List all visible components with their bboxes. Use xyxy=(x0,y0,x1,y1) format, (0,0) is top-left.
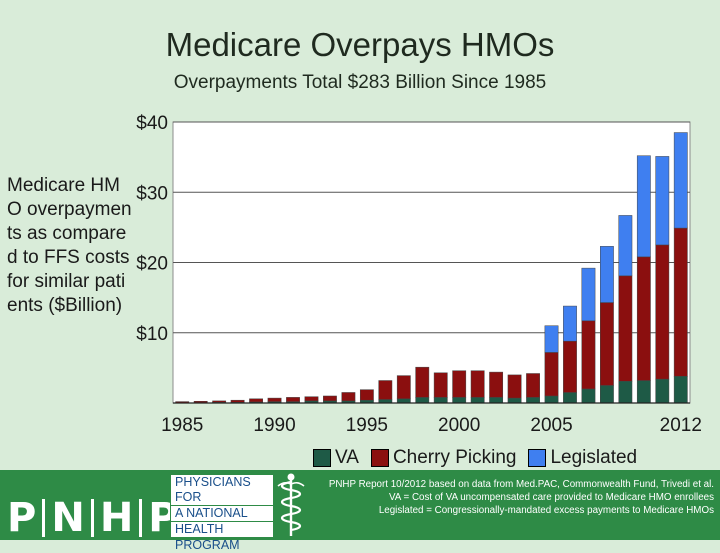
logo-separator xyxy=(139,499,143,537)
bar-segment-cherry-picking xyxy=(267,397,282,402)
legend-item-cherry-picking: Cherry Picking xyxy=(370,447,517,469)
logo-name-line: HEALTH xyxy=(171,522,273,538)
bar-segment-cherry-picking xyxy=(452,370,467,398)
legend-label-va: VA xyxy=(335,447,359,468)
bar-segment-cherry-picking xyxy=(304,396,319,402)
bar-segment-cherry-picking xyxy=(636,256,651,381)
logo-letter: H xyxy=(99,495,134,541)
bar-segment-cherry-picking xyxy=(673,227,688,377)
bar-segment-cherry-picking xyxy=(249,398,263,403)
chart-subtitle: Overpayments Total $283 Billion Since 19… xyxy=(173,72,547,93)
logo-name-line: A NATIONAL xyxy=(171,506,273,522)
bar-segment-legislated xyxy=(600,246,614,303)
bar-segment-cherry-picking xyxy=(618,275,633,382)
footnote-line: PNHP Report 10/2012 based on data from M… xyxy=(328,479,714,490)
bar-segment-cherry-picking xyxy=(396,375,411,400)
bar-segment-legislated xyxy=(544,325,559,353)
bar-segment-cherry-picking xyxy=(489,371,504,398)
bar-segment-legislated xyxy=(563,305,577,342)
footer-bar xyxy=(0,470,720,540)
x-tick-label: 1990 xyxy=(253,415,295,436)
bar-segment-va xyxy=(415,397,430,404)
bar-segment-cherry-picking xyxy=(378,380,393,400)
logo-name-line: PHYSICIANS FOR xyxy=(171,475,273,506)
chart-legend: VA Cherry Picking Legislated xyxy=(313,447,649,469)
legend-swatch-legislated xyxy=(528,449,547,467)
bar-segment-cherry-picking xyxy=(563,340,577,393)
bar-segment-cherry-picking xyxy=(341,392,356,402)
bar-segment-cherry-picking xyxy=(359,389,374,401)
legend-item-legislated: Legislated xyxy=(528,447,637,469)
bar-segment-legislated xyxy=(581,267,596,322)
bar-segment-cherry-picking xyxy=(415,366,430,398)
bar-segment-va xyxy=(600,385,614,404)
x-tick-label: 2000 xyxy=(438,415,480,436)
legend-item-va: VA xyxy=(313,447,359,469)
pnhp-logo-name: PHYSICIANS FOR A NATIONAL HEALTH PROGRAM xyxy=(170,474,274,552)
bar-segment-cherry-picking xyxy=(230,399,245,403)
bar-segment-cherry-picking xyxy=(581,320,596,390)
y-axis-label: Medicare HMO overpayments as compared to… xyxy=(7,175,132,316)
bar-segment-va xyxy=(452,397,467,404)
bar-segment-legislated xyxy=(618,215,633,277)
bar-segment-va xyxy=(433,397,448,404)
bar-segment-va xyxy=(544,395,559,404)
bar-segment-cherry-picking xyxy=(212,400,227,403)
bar-segment-cherry-picking xyxy=(323,395,337,402)
x-tick-label: 2005 xyxy=(530,415,572,436)
bar-segment-va xyxy=(526,397,540,404)
pnhp-logo-letters: P N H P xyxy=(2,495,183,541)
y-tick-label: $10 xyxy=(136,324,168,345)
bar-segment-cherry-picking xyxy=(470,370,485,398)
bar-segment-va xyxy=(563,392,577,404)
bar-segment-va xyxy=(489,397,504,404)
footnote-line: VA = Cost of VA uncompensated care provi… xyxy=(388,492,714,503)
bar-segment-cherry-picking xyxy=(526,373,540,398)
bar-segment-cherry-picking xyxy=(433,372,448,398)
y-tick-label: $40 xyxy=(136,113,168,134)
bar-segment-va xyxy=(655,378,670,404)
legend-swatch-cherry-picking xyxy=(370,449,389,467)
bar-segment-cherry-picking xyxy=(544,352,559,397)
bar-segment-cherry-picking xyxy=(655,244,670,380)
footnote: PNHP Report 10/2012 based on data from M… xyxy=(306,478,714,517)
y-tick-label: $30 xyxy=(136,183,168,204)
legend-label-cherry-picking: Cherry Picking xyxy=(392,447,517,468)
chart-title: Medicare Overpays HMOs xyxy=(165,26,555,63)
bar-segment-cherry-picking xyxy=(507,374,522,399)
logo-letter: N xyxy=(51,495,85,541)
footnote-line: Legislated = Congressionally-mandated ex… xyxy=(378,505,714,516)
caduceus-icon xyxy=(277,473,305,536)
x-tick-label: 1985 xyxy=(161,415,203,436)
bar-segment-cherry-picking xyxy=(286,397,300,402)
legend-swatch-va xyxy=(313,449,331,467)
bar-segment-va xyxy=(470,397,485,404)
logo-letter: P xyxy=(7,495,37,541)
chart-plot: $10 $20 $30 $40 1985 1990 1995 2000 2005 2012 xyxy=(136,113,702,436)
x-tick-label: 2012 xyxy=(660,415,702,436)
bar-segment-legislated xyxy=(673,132,688,229)
logo-name-line: PROGRAM xyxy=(175,538,240,552)
bar-segment-va xyxy=(673,376,688,404)
logo-separator xyxy=(42,499,46,537)
bar-segment-va xyxy=(636,380,651,404)
bar-segment-va xyxy=(618,380,633,404)
bar-segment-legislated xyxy=(655,156,670,246)
bar-segment-va xyxy=(581,388,596,404)
legend-label-legislated: Legislated xyxy=(550,447,638,468)
bar-segment-legislated xyxy=(636,155,651,258)
bar-segment-va xyxy=(507,397,522,404)
bar-segment-cherry-picking xyxy=(600,302,614,386)
logo-separator xyxy=(90,499,94,537)
y-tick-label: $20 xyxy=(136,254,168,275)
bar-segment-va xyxy=(396,398,411,404)
x-tick-label: 1995 xyxy=(346,415,388,436)
